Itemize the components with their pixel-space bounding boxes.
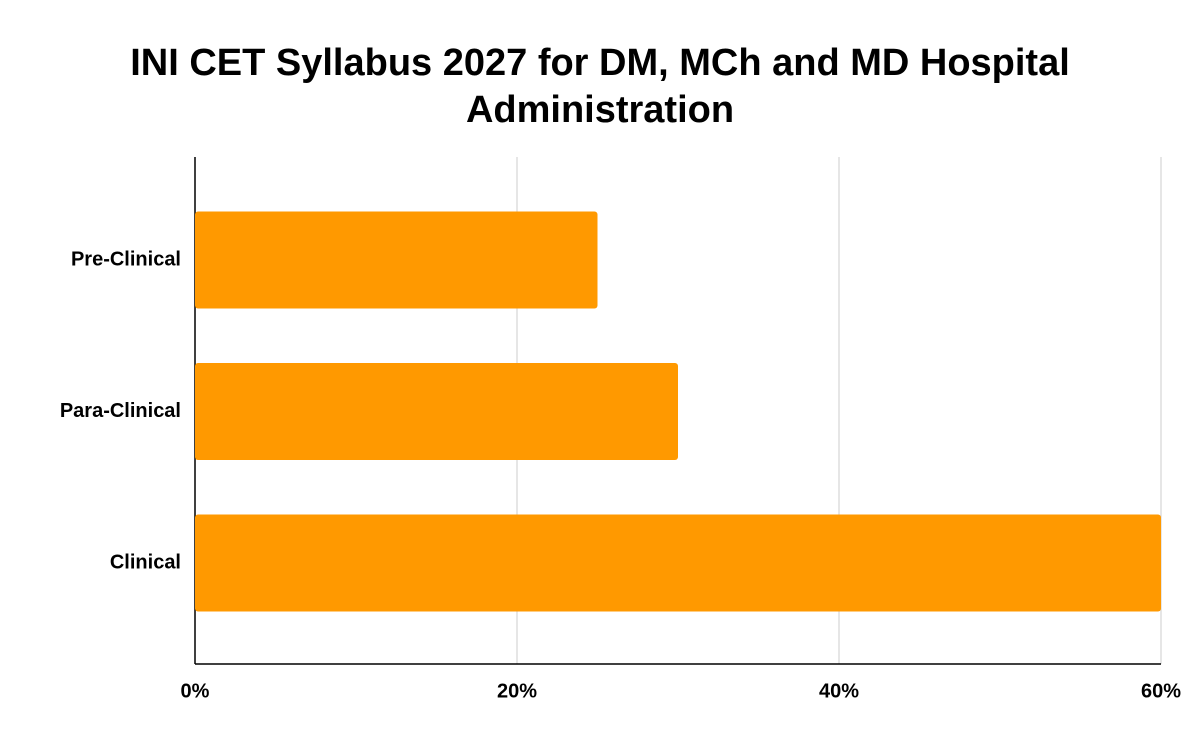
bar [195, 514, 1161, 612]
x-tick-label: 0% [181, 680, 210, 702]
x-tick-label: 20% [497, 680, 537, 702]
y-tick-label: Clinical [110, 551, 181, 573]
x-tick-label: 40% [819, 680, 859, 702]
chart-title: INI CET Syllabus 2027 for DM, MCh and MD… [130, 42, 1070, 131]
bar [195, 363, 678, 460]
bar [195, 211, 598, 309]
y-tick-label: Pre-Clinical [71, 248, 181, 270]
y-tick-label: Para-Clinical [60, 400, 181, 422]
x-tick-label: 60% [1141, 680, 1181, 702]
